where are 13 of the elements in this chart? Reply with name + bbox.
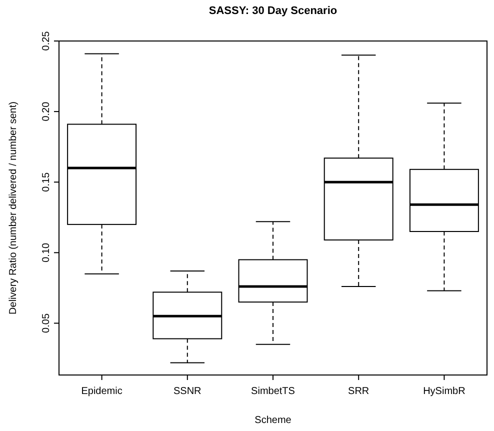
x-tick-label: Epidemic (81, 386, 122, 397)
x-tick-label: HySimbR (423, 386, 466, 397)
x-axis-title: Scheme (254, 415, 292, 426)
y-tick-label: 0.10 (41, 242, 52, 262)
y-tick-label: 0.20 (41, 101, 52, 122)
x-tick-label: SRR (348, 386, 370, 397)
y-tick-label: 0.15 (41, 172, 52, 192)
y-axis-title: Delivery Ratio (number delivered / number sent) (8, 102, 19, 314)
x-tick-label: SSNR (174, 386, 202, 397)
x-tick-label: SimbetTS (251, 386, 296, 397)
y-tick-label: 0.05 (41, 313, 52, 333)
y-tick-label: 0.25 (41, 30, 52, 51)
chart-title: SASSY: 30 Day Scenario (208, 5, 338, 17)
